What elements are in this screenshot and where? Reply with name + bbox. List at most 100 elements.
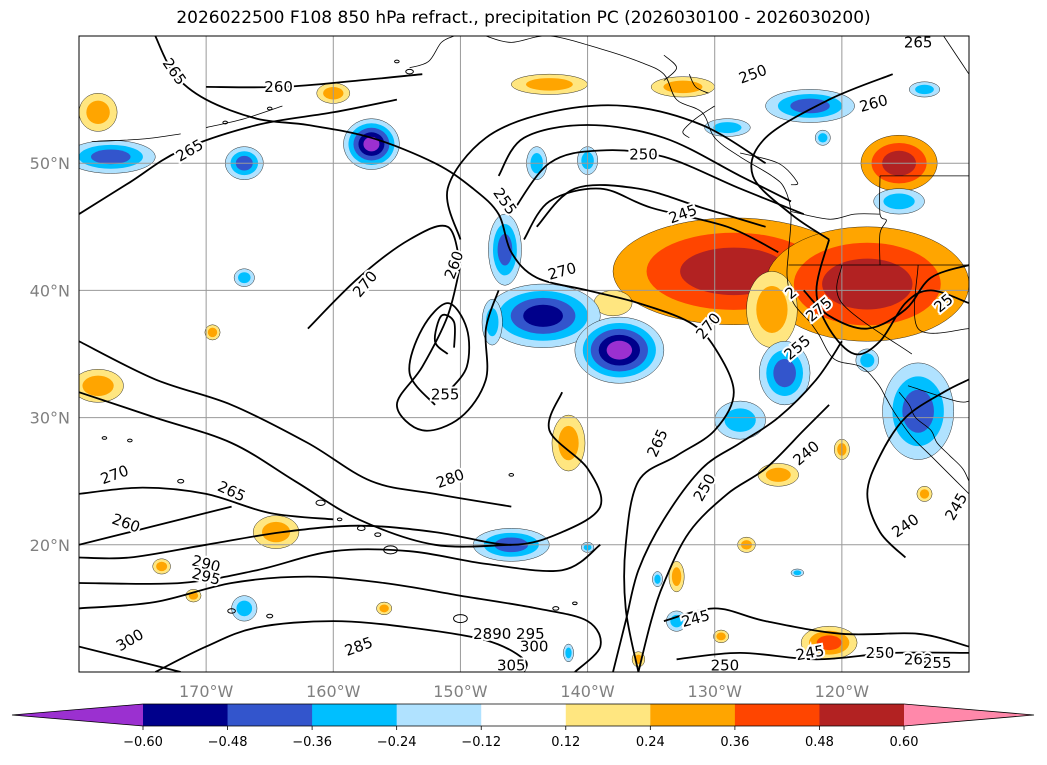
- coastline: [898, 391, 969, 482]
- island: [336, 517, 343, 522]
- contour-270: [79, 340, 512, 508]
- x-tick-label: 140°W: [560, 682, 615, 701]
- precip-level-0p24: [765, 467, 791, 482]
- island: [405, 68, 414, 75]
- precip-level-0p24: [663, 80, 703, 94]
- coastline: [91, 133, 181, 142]
- contour-label: 260: [264, 78, 293, 96]
- contour-260: [79, 505, 232, 546]
- contour-285: [79, 544, 601, 585]
- colorbar-tick-label: 0.36: [720, 735, 749, 750]
- precip-level-neg0p6: [606, 340, 633, 360]
- y-tick-label: 30°N: [30, 409, 70, 428]
- contour-label: 305: [497, 657, 526, 675]
- precip-cell: [79, 93, 118, 132]
- coastline: [907, 385, 969, 403]
- precip-cell: [204, 324, 221, 341]
- coastline: [688, 74, 709, 94]
- contour-label: 2890: [473, 625, 511, 643]
- coastline: [739, 152, 799, 186]
- precip-level-0p24: [156, 561, 168, 572]
- precip-level-0p24: [558, 425, 579, 461]
- precip-level-neg0p36: [497, 233, 513, 266]
- contour-290: [79, 575, 602, 672]
- precip-cell: [563, 643, 574, 663]
- contour-270: [307, 224, 462, 330]
- contour-label: 265: [904, 33, 933, 51]
- island: [508, 473, 515, 477]
- precip-cell: [713, 629, 729, 643]
- precip-cell: [551, 414, 586, 472]
- precip-cell: [759, 341, 811, 406]
- island: [453, 614, 468, 624]
- precip-cell: [79, 369, 124, 403]
- colorbar-tick-label: 0.60: [890, 735, 919, 750]
- colorbar-extend-high: [904, 704, 1034, 726]
- contour-label: 260: [904, 650, 933, 668]
- precip-cell: [909, 81, 940, 98]
- colorbar-tick-label: −0.36: [292, 735, 332, 750]
- contour-240: [866, 378, 969, 559]
- coastline: [682, 105, 715, 139]
- x-tick-label: 170°W: [179, 682, 234, 701]
- precip-cell: [574, 316, 665, 384]
- contour-label: 250: [629, 145, 658, 163]
- precip-cell: [916, 486, 933, 502]
- colorbar-tick-label: 0.24: [636, 735, 665, 750]
- colorbar-tick-label: 0.48: [805, 735, 834, 750]
- colorbar-segment: [819, 704, 905, 726]
- precip-cell: [882, 362, 954, 460]
- contour-255: [433, 313, 456, 355]
- colorbar: −0.60 −0.48 −0.36 −0.24 −0.12 0.12 0.24 0.36 0.4…: [11, 703, 1035, 750]
- contour-245: [637, 404, 830, 672]
- contour-label: 250: [711, 657, 740, 675]
- contour-265: [79, 98, 398, 215]
- precip-level-0p24: [207, 327, 218, 338]
- island: [101, 436, 108, 440]
- precip-cell: [152, 558, 171, 575]
- contour-label: 250: [866, 644, 895, 662]
- colorbar-segment: [481, 704, 567, 726]
- island: [127, 438, 133, 443]
- contour-260: [750, 73, 894, 241]
- precip-level-neg0p36: [790, 98, 830, 114]
- y-tick-label: 50°N: [30, 154, 70, 173]
- precip-cell: [233, 268, 255, 287]
- precip-level-neg0p36: [773, 358, 796, 388]
- precip-cell: [757, 463, 799, 487]
- contour-250: [676, 651, 969, 661]
- colorbar-segment: [312, 704, 398, 726]
- contour-300: [79, 645, 181, 672]
- precip-level-neg0p24: [236, 600, 253, 617]
- coastline: [943, 36, 969, 75]
- coastline: [206, 105, 283, 128]
- contour-275: [79, 391, 512, 548]
- contour-label: 255: [923, 654, 952, 672]
- contour-260: [446, 104, 767, 240]
- colorbar-tick-label: −0.48: [208, 735, 248, 750]
- precip-level-neg0p24: [793, 570, 802, 576]
- precip-level-neg0p6: [363, 136, 380, 152]
- precip-level-neg0p24: [724, 408, 756, 432]
- contour-label: 295: [516, 625, 545, 643]
- precip-level-neg0p24: [713, 122, 742, 134]
- coastline: [879, 175, 887, 266]
- colorbar-segment: [650, 704, 736, 726]
- contour-255: [815, 239, 969, 356]
- coastlines: [91, 36, 969, 624]
- x-tick-label: 160°W: [306, 682, 361, 701]
- precip-cell: [814, 129, 831, 146]
- contour-280: [79, 391, 603, 560]
- precip-level-neg0p24: [565, 647, 572, 659]
- contour-250: [612, 340, 843, 672]
- coastline: [485, 36, 969, 495]
- precip-level-0p24: [525, 78, 573, 91]
- precip-cell: [488, 213, 522, 286]
- precip-cell: [790, 568, 804, 577]
- precip-cell: [376, 601, 392, 615]
- island: [315, 499, 326, 506]
- island: [177, 478, 185, 484]
- island: [266, 106, 273, 111]
- precip-level-neg0p24: [883, 193, 915, 210]
- precip-cell: [746, 271, 798, 348]
